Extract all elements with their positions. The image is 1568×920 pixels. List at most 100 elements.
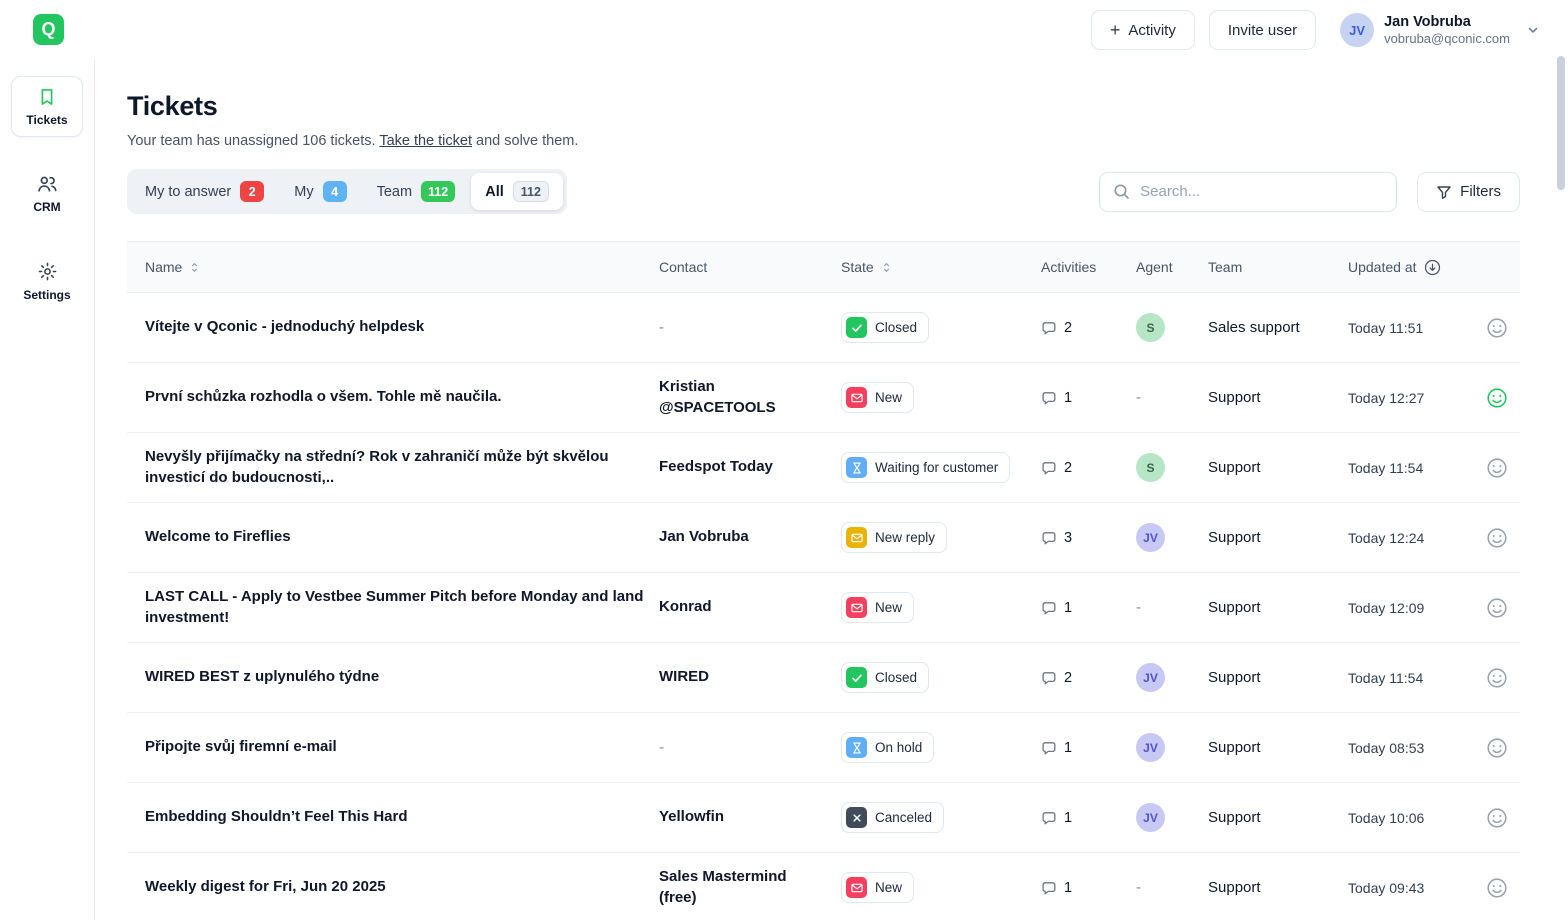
satisfaction-icon[interactable] (1486, 527, 1508, 549)
ticket-contact: Jan Vobruba (659, 528, 749, 546)
column-label: Team (1208, 259, 1243, 275)
tab-my-to-answer[interactable]: My to answer 2 (131, 173, 278, 210)
ticket-name: Nevyšly přijímačky na střední? Rok v zah… (145, 448, 609, 486)
tab-count-badge: 2 (240, 181, 265, 202)
ticket-contact: - (659, 739, 664, 756)
ticket-contact: Feedspot Today (659, 458, 773, 476)
state-label: New (875, 600, 903, 615)
search-icon (1113, 183, 1130, 200)
state-label: New (875, 390, 903, 405)
state-badge: Waiting for customer (841, 452, 1011, 483)
satisfaction-icon[interactable] (1486, 457, 1508, 479)
table-row[interactable]: Vítejte v Qconic - jednoduchý helpdesk -… (127, 293, 1520, 363)
state-badge: Canceled (841, 802, 945, 833)
activities-count: 3 (1064, 529, 1073, 546)
ticket-contact: Kristian @SPACETOOLS (659, 378, 776, 416)
column-label: State (841, 259, 874, 275)
state-label: Canceled (875, 810, 933, 825)
ticket-contact: Konrad (659, 598, 712, 616)
take-the-ticket-link[interactable]: Take the ticket (379, 133, 472, 149)
state-label: Waiting for customer (875, 460, 999, 475)
ticket-team: Support (1208, 529, 1261, 546)
controls-row: My to answer 2 My 4 Team 112 All 112 Filters (127, 169, 1520, 214)
agent-empty: - (1136, 599, 1141, 616)
agent-avatar: JV (1136, 523, 1165, 552)
state-label: On hold (875, 740, 923, 755)
state-icon (846, 877, 867, 898)
ticket-team: Support (1208, 879, 1261, 896)
satisfaction-icon[interactable] (1486, 667, 1508, 689)
column-header-agent: Agent (1136, 259, 1208, 275)
chevron-down-icon (1526, 23, 1540, 37)
ticket-contact: Yellowfin (659, 808, 725, 826)
tab-count-badge: 112 (421, 181, 456, 202)
ticket-team: Support (1208, 599, 1261, 616)
column-header-name[interactable]: Name (127, 259, 659, 275)
ticket-updated: Today 11:54 (1348, 459, 1424, 476)
chat-bubble-icon (1041, 740, 1057, 756)
satisfaction-icon[interactable] (1486, 317, 1508, 339)
ticket-team: Support (1208, 459, 1261, 476)
table-row[interactable]: Připojte svůj firemní e-mail - On hold 1… (127, 713, 1520, 783)
ticket-name: Welcome to Fireflies (145, 528, 291, 546)
chat-bubble-icon (1041, 390, 1057, 406)
state-badge: New reply (841, 522, 948, 553)
satisfaction-icon[interactable] (1486, 737, 1508, 759)
scrollbar-thumb[interactable] (1557, 56, 1565, 190)
column-header-contact: Contact (659, 259, 841, 275)
state-icon (846, 807, 867, 828)
table-row[interactable]: LAST CALL - Apply to Vestbee Summer Pitc… (127, 573, 1520, 643)
ticket-name: WIRED BEST z uplynulého týdne (145, 668, 380, 686)
tab-team[interactable]: Team 112 (363, 173, 470, 210)
tab-my[interactable]: My 4 (280, 173, 360, 210)
tickets-table: Name Contact State Activities Agent Te (127, 241, 1520, 920)
search-box[interactable] (1099, 171, 1398, 212)
table-row[interactable]: První schůzka rozhodla o všem. Tohle mě … (127, 363, 1520, 433)
ticket-name: Weekly digest for Fri, Jun 20 2025 (145, 878, 386, 896)
satisfaction-icon[interactable] (1486, 807, 1508, 829)
sidebar-item-label: CRM (33, 200, 61, 214)
subtitle-suffix: and solve them. (472, 133, 579, 149)
ticket-contact: - (659, 319, 664, 336)
page-title: Tickets (127, 91, 218, 121)
activity-button[interactable]: + Activity (1090, 10, 1195, 50)
satisfaction-icon[interactable] (1486, 597, 1508, 619)
ticket-updated: Today 12:27 (1348, 389, 1425, 406)
user-menu[interactable]: JV Jan Vobruba vobruba@qconic.com (1340, 13, 1540, 47)
tab-label: My to answer (145, 183, 232, 200)
table-row[interactable]: Weekly digest for Fri, Jun 20 2025 Sales… (127, 853, 1520, 920)
invite-user-button[interactable]: Invite user (1208, 10, 1317, 50)
table-row[interactable]: Embedding Shouldn’t Feel This Hard Yello… (127, 783, 1520, 853)
app-logo[interactable]: Q (33, 14, 64, 45)
activities-count: 1 (1064, 739, 1073, 756)
bookmark-icon (37, 87, 57, 107)
sidebar-item-label: Settings (23, 288, 71, 302)
table-row[interactable]: Welcome to Fireflies Jan Vobruba New rep… (127, 503, 1520, 573)
sidebar-item-crm[interactable]: CRM (11, 163, 83, 224)
topbar: Q + Activity Invite user JV Jan Vobruba … (0, 0, 1568, 60)
filters-button[interactable]: Filters (1417, 171, 1520, 212)
sidebar-item-tickets[interactable]: Tickets (11, 76, 83, 137)
satisfaction-icon[interactable] (1486, 877, 1508, 899)
ticket-table-body: Vítejte v Qconic - jednoduchý helpdesk -… (127, 293, 1520, 920)
table-row[interactable]: WIRED BEST z uplynulého týdne WIRED Clos… (127, 643, 1520, 713)
ticket-team: Support (1208, 739, 1261, 756)
tab-all[interactable]: All 112 (471, 173, 563, 210)
sidebar-item-settings[interactable]: Settings (11, 250, 83, 312)
state-badge: Closed (841, 312, 930, 343)
satisfaction-icon[interactable] (1486, 387, 1508, 409)
activities-count: 2 (1064, 319, 1073, 336)
chat-bubble-icon (1041, 460, 1057, 476)
chat-bubble-icon (1041, 320, 1057, 336)
search-input[interactable] (1140, 183, 1384, 200)
column-header-updated-at[interactable]: Updated at (1348, 259, 1466, 276)
agent-avatar: JV (1136, 803, 1165, 832)
chat-bubble-icon (1041, 810, 1057, 826)
column-header-state[interactable]: State (841, 259, 1041, 275)
agent-empty: - (1136, 389, 1141, 406)
filter-icon (1436, 184, 1452, 200)
table-header: Name Contact State Activities Agent Te (127, 242, 1520, 293)
table-row[interactable]: Nevyšly přijímačky na střední? Rok v zah… (127, 433, 1520, 503)
avatar: JV (1340, 13, 1375, 47)
chat-bubble-icon (1041, 670, 1057, 686)
